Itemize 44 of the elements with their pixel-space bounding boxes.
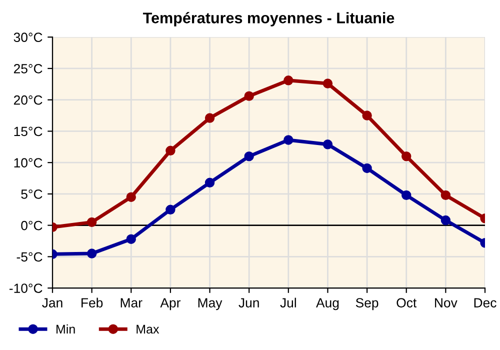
y-tick-label: -5°C: [16, 252, 42, 262]
x-tick-label: Jul: [280, 298, 296, 308]
point: [322, 78, 333, 88]
x-tick-label: Oct: [396, 298, 417, 308]
point: [284, 76, 294, 86]
point: [362, 163, 372, 174]
legend-label: Min: [56, 324, 75, 334]
y-tick-label: 20°C: [14, 95, 42, 105]
point: [86, 248, 97, 258]
y-tick-label: 5°C: [21, 190, 42, 199]
point: [244, 91, 254, 101]
x-tick-label: Mar: [120, 298, 142, 308]
point: [402, 190, 412, 200]
x-tick-label: Sep: [356, 298, 378, 310]
point: [440, 215, 451, 226]
x-tick-label: Jun: [238, 298, 259, 308]
x-tick-label: May: [198, 298, 222, 310]
point: [166, 146, 176, 156]
x-tick-label: Dec: [474, 298, 496, 308]
y-tick-label: 30°C: [14, 32, 42, 42]
point: [284, 135, 294, 145]
point: [126, 234, 136, 244]
x-tick-label: Jan: [42, 298, 62, 308]
point: [362, 110, 372, 120]
legend-label: Max: [136, 324, 160, 334]
point: [126, 192, 136, 202]
y-tick-label: 15°C: [14, 126, 42, 136]
point: [402, 151, 412, 162]
x-tick-label: Nov: [435, 298, 458, 308]
point: [204, 113, 215, 123]
x-tick-label: Aug: [316, 298, 339, 310]
chart-title: Températures moyennes - Lituanie: [142, 12, 394, 26]
point: [322, 140, 333, 150]
y-tick-label: 0°C: [21, 220, 42, 230]
point: [86, 217, 97, 228]
point: [204, 178, 215, 188]
point: [440, 190, 451, 200]
point: [244, 151, 254, 162]
x-tick-label: Feb: [82, 298, 103, 308]
y-tick-label: 10°C: [14, 158, 42, 168]
point: [166, 204, 176, 214]
x-tick-label: Apr: [160, 298, 180, 310]
y-tick-label: 25°C: [14, 64, 42, 74]
y-tick-label: -10°C: [9, 284, 42, 293]
